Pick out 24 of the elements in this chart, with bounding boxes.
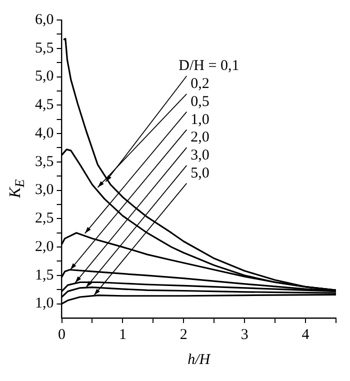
x-tick-label: 0 xyxy=(58,326,66,343)
y-tick-label: 3,5 xyxy=(35,154,54,170)
x-tick-label: 2 xyxy=(180,326,188,343)
annotation: 3,0 xyxy=(190,148,210,164)
y-tick-label: 1,0 xyxy=(35,296,54,312)
y-tick-label: 3,0 xyxy=(35,182,54,198)
y-tick-label: 4,0 xyxy=(35,125,54,142)
y-tick-label: 5,0 xyxy=(35,68,54,85)
annotation: 1,0 xyxy=(190,112,210,128)
x-tick-label: 4 xyxy=(302,326,310,343)
y-tick-label: 4,5 xyxy=(35,97,54,114)
annotation: D/H = 0,1 xyxy=(178,58,240,74)
x-tick-label: 3 xyxy=(240,326,248,343)
y-tick-label: 2,0 xyxy=(35,238,54,255)
y-tick-label: 1,5 xyxy=(35,267,54,284)
y-tick-label: 6,0 xyxy=(35,12,54,28)
annotation: 5,0 xyxy=(190,165,210,182)
y-tick-label: 5,5 xyxy=(35,40,54,56)
annotation: 0,2 xyxy=(190,76,210,92)
x-axis-title: h/H xyxy=(188,352,212,368)
annotation: 2,0 xyxy=(190,130,210,146)
y-tick-label: 2,5 xyxy=(35,210,54,227)
annotation: 0,5 xyxy=(190,94,210,110)
x-tick-label: 1 xyxy=(118,326,126,343)
